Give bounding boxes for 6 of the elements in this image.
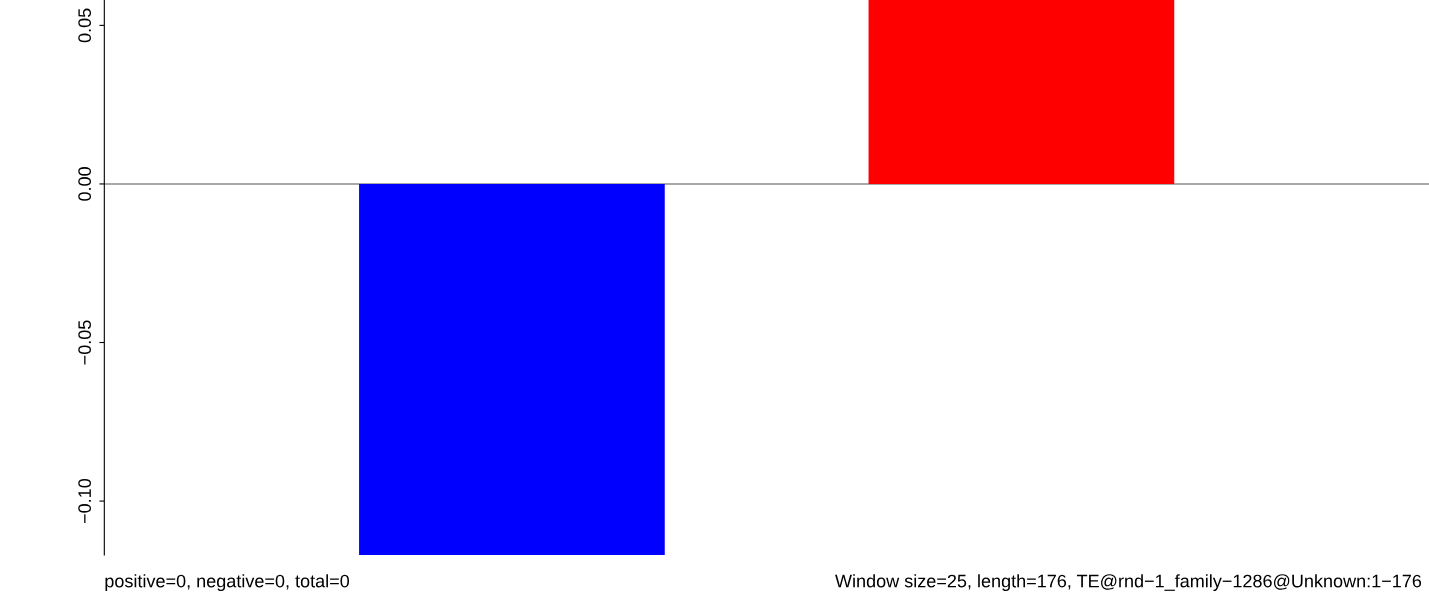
text: positive=0, negative=0, total=0 xyxy=(105,574,350,591)
text: Window size=25, length=176, TE@rnd−1_family−1286@Unknown:1−176 xyxy=(835,574,1422,591)
y-tick-label: 0.00 xyxy=(78,167,92,201)
y-tick-label: 0.05 xyxy=(78,8,92,43)
y-tick-label: −0.10 xyxy=(78,478,92,524)
y-tick-label: −0.05 xyxy=(78,320,92,365)
